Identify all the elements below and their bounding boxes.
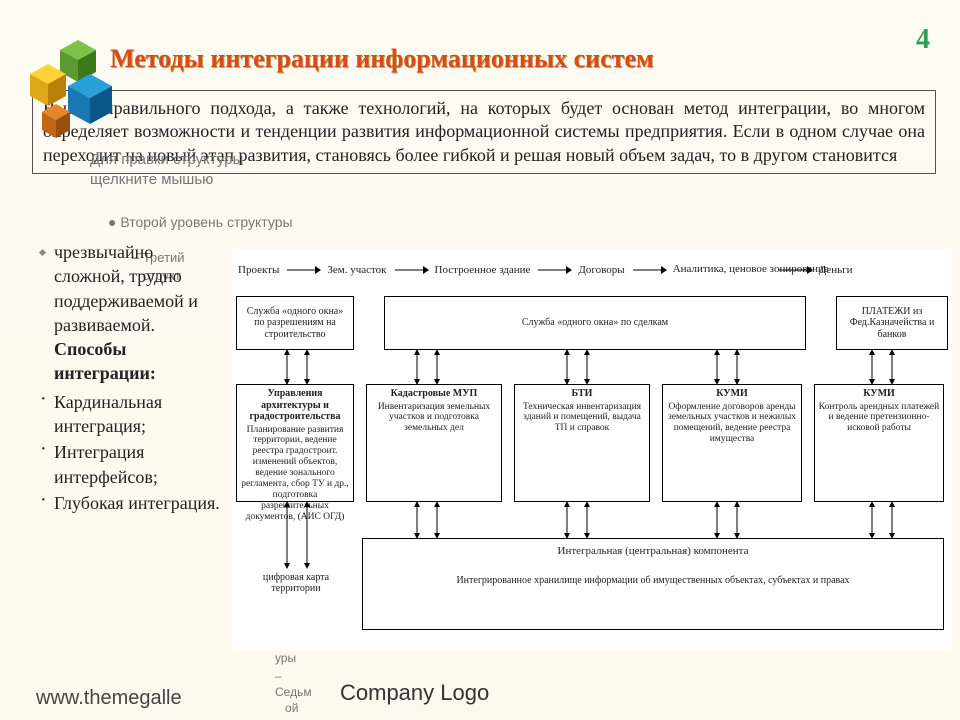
slide-title: Методы интеграции информационных систем xyxy=(110,44,930,74)
integral-component-box: Интегральная (центральная) компонента Ин… xyxy=(362,538,944,630)
dept-box-1: Управления архитектуры и градостроительс… xyxy=(236,384,354,502)
service-box-a: Служба «одного окна» по разрешениям на с… xyxy=(236,296,354,350)
footer-url: www.themegalle xyxy=(36,687,182,710)
footer-logo-text: Company Logo xyxy=(340,680,489,706)
top-flow-row: Проекты Зем. участок Построенное здание … xyxy=(232,256,952,284)
logo-cubes xyxy=(20,20,160,160)
services-row: Служба «одного окна» по разрешениям на с… xyxy=(232,296,952,350)
service-box-b: Служба «одного окна» по сделкам xyxy=(384,296,806,350)
left-text-column: чрезвычайно сложной, трудно поддерживаем… xyxy=(40,240,220,517)
dept-box-3: БТИТехническая инвентаризация зданий и п… xyxy=(514,384,650,502)
map-label: цифровая карта территории xyxy=(240,572,352,594)
departments-row: Управления архитектуры и градостроительс… xyxy=(232,384,952,502)
service-box-c: ПЛАТЕЖИ из Фед.Казначейства и банков xyxy=(836,296,948,350)
dept-box-4: КУМИОформление договоров аренды земельны… xyxy=(662,384,802,502)
integration-diagram: Проекты Зем. участок Построенное здание … xyxy=(232,250,952,650)
dept-box-5: КУМИКонтроль арендных платежей и ведение… xyxy=(814,384,944,502)
dept-box-2: Кадастровые МУПИнвентаризация земельных … xyxy=(366,384,502,502)
